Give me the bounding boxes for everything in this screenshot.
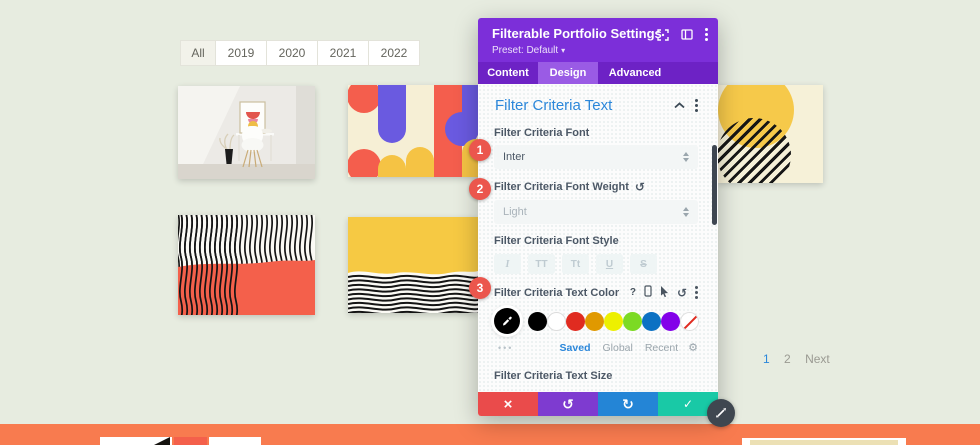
pagination-page-1[interactable]: 1 [763,352,770,366]
filter-tab-2019[interactable]: 2019 [215,40,267,66]
text-color-field-label: Filter Criteria Text Color ? ↺ [494,285,698,300]
redo-button[interactable]: ↻ [598,392,658,416]
redo-icon: ↻ [622,395,634,412]
dock-panel-icon[interactable] [681,29,693,40]
step-badge-3: 3 [469,277,491,299]
italic-style-button[interactable]: I [494,254,521,274]
modal-options-kebab-icon[interactable] [705,28,708,41]
responsive-phone-icon[interactable] [644,285,652,300]
footer-peek-tile [209,437,261,445]
undo-icon: ↺ [562,395,574,412]
color-swatch-red[interactable] [566,311,585,331]
font-select-value: Inter [503,151,526,163]
portfolio-item-sun-stripes[interactable] [718,85,823,183]
section-options-kebab-icon[interactable] [695,98,698,112]
footer-peek-tile [100,437,172,445]
portfolio-item-vertical-waves[interactable] [178,215,315,315]
filter-tab-all[interactable]: All [180,40,216,66]
palette-tab-saved[interactable]: Saved [559,341,591,354]
underline-style-button[interactable]: U [596,254,623,274]
color-swatch-blue[interactable] [642,311,661,331]
color-swatch-white[interactable] [547,311,566,331]
caret-down-icon: ▾ [561,46,566,55]
tab-advanced[interactable]: Advanced [608,67,662,79]
step-badge-2: 2 [469,178,491,200]
modal-action-buttons: × ↺ ↻ ✓ [478,392,718,416]
font-weight-select[interactable]: Light [494,200,698,224]
text-size-field-label: Filter Criteria Text Size [494,370,613,382]
color-swatch-black[interactable] [528,311,547,331]
modal-title: Filterable Portfolio Settings [492,26,662,41]
help-icon[interactable]: ? [629,287,636,298]
footer-peek-tile [174,437,207,445]
select-updown-icon [683,207,689,217]
modal-tabs: Content Design Advanced [478,62,718,84]
section-title-filter-criteria-text[interactable]: Filter Criteria Text [495,96,613,114]
color-palette-tabs: ••• Saved Global Recent ⚙ [494,341,698,355]
striped-circle-shape [718,118,791,183]
font-weight-select-value: Light [503,206,527,218]
filter-tab-2022[interactable]: 2022 [368,40,420,66]
color-swatch-purple[interactable] [661,311,680,331]
footer-bar [0,424,980,445]
discard-button[interactable]: × [478,392,538,416]
palette-tab-global[interactable]: Global [602,341,633,354]
color-swatch-row [494,308,699,334]
font-style-buttons: I TT Tt U S [494,254,698,274]
portfolio-item-horizontal-waves[interactable] [348,217,478,313]
pagination-next[interactable]: Next [805,352,830,366]
text-size-value-input[interactable]: 14px [636,389,698,392]
portfolio-filter-tabs: All 2019 2020 2021 2022 [180,40,420,66]
undo-button[interactable]: ↺ [538,392,598,416]
select-updown-icon [683,152,689,162]
color-swatch-orange[interactable] [585,311,604,331]
pagination-page-2[interactable]: 2 [784,352,791,366]
gear-icon[interactable]: ⚙ [688,342,698,354]
color-swatch-green[interactable] [623,311,642,331]
reset-icon[interactable]: ↺ [676,285,687,300]
collapse-section-chevron-up-icon[interactable] [674,96,685,114]
portfolio-item-interior-photo[interactable] [178,86,315,179]
filterable-portfolio-settings-modal: Filterable Portfolio Settings Preset: De… [469,18,735,427]
portfolio-item-geometric-pattern[interactable] [348,85,490,177]
strikethrough-style-button[interactable]: S [630,254,657,274]
close-x-icon: × [503,395,513,413]
check-icon: ✓ [682,397,694,411]
expand-modal-icon[interactable] [657,28,669,41]
filter-tab-2021[interactable]: 2021 [317,40,369,66]
filter-tab-2020[interactable]: 2020 [266,40,318,66]
color-options-kebab-icon[interactable] [695,286,698,299]
footer-peek-inner [750,440,898,445]
uppercase-style-button[interactable]: TT [528,254,555,274]
footer-peek-wedge [154,437,170,445]
modal-header[interactable]: Filterable Portfolio Settings Preset: De… [478,18,718,62]
color-swatch-yellow[interactable] [604,311,623,331]
preset-selector[interactable]: Preset: Default ▾ [492,45,566,56]
pagination: 1 2 Next [763,352,841,366]
hover-cursor-icon[interactable] [660,285,669,300]
step-badge-1: 1 [469,139,491,161]
eyedropper-current-color-swatch[interactable] [494,308,520,334]
modal-scrollbar-thumb[interactable] [712,145,717,225]
more-colors-dots-icon[interactable]: ••• [498,342,514,353]
font-weight-field-label: Filter Criteria Font Weight ↺ [494,180,645,194]
resize-handle[interactable] [707,399,735,427]
font-select[interactable]: Inter [494,145,698,169]
tab-content[interactable]: Content [487,67,529,79]
capitalize-style-button[interactable]: Tt [562,254,589,274]
footer-peek-tile [742,438,906,445]
font-style-field-label: Filter Criteria Font Style [494,235,619,247]
palette-tab-recent[interactable]: Recent [644,341,679,354]
font-field-label: Filter Criteria Font [494,127,590,139]
color-swatch-none[interactable] [680,311,699,331]
modal-body: Filter Criteria Text Filter Criteria Fon… [478,84,718,392]
reset-icon[interactable]: ↺ [634,180,645,194]
tab-design[interactable]: Design [538,62,598,84]
